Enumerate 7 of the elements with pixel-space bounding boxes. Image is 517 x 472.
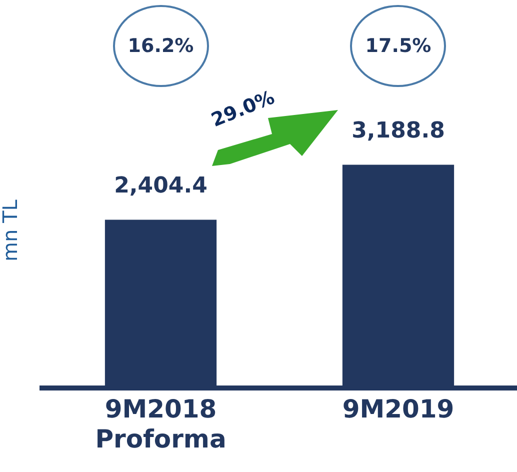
y-axis-title: mn TL [0, 198, 22, 262]
text: 17.5% [350, 5, 446, 87]
data-label: 2,404.4 [114, 173, 208, 198]
data-label: 3,188.8 [352, 118, 445, 144]
x-tick-label: 9M2019 [342, 394, 454, 424]
text: 16.2% [112, 5, 209, 87]
x-tick-label: 9M2018 Proforma [95, 394, 226, 454]
